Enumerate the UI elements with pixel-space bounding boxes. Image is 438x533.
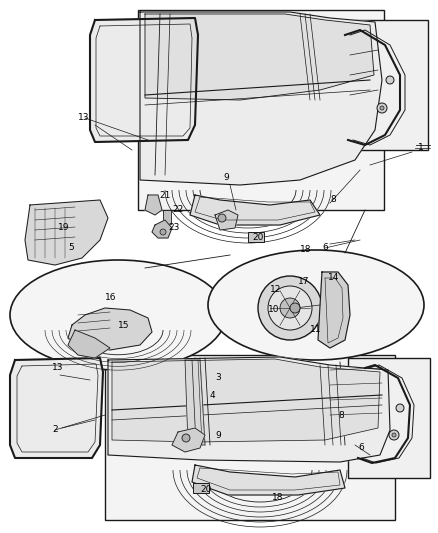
Polygon shape [152,220,172,238]
Circle shape [386,76,394,84]
Text: 16: 16 [105,294,117,303]
Bar [348,358,430,478]
Text: 21: 21 [159,190,170,199]
Circle shape [377,103,387,113]
Text: 18: 18 [300,246,311,254]
Circle shape [290,303,300,313]
Text: 1: 1 [418,143,424,152]
Circle shape [268,286,312,330]
Text: 13: 13 [52,364,64,373]
Polygon shape [140,12,382,185]
Polygon shape [108,357,390,462]
Polygon shape [145,195,162,215]
Circle shape [182,434,190,442]
Text: 3: 3 [215,374,221,383]
Text: 18: 18 [272,494,283,503]
Polygon shape [112,359,380,442]
Polygon shape [145,14,374,100]
Text: 11: 11 [310,326,321,335]
Circle shape [218,214,226,222]
Text: 15: 15 [118,320,130,329]
Polygon shape [185,360,205,445]
Text: 8: 8 [338,410,344,419]
Circle shape [389,430,399,440]
Polygon shape [192,465,345,495]
Polygon shape [68,308,152,350]
Text: 8: 8 [330,196,336,205]
Text: 19: 19 [58,223,70,232]
Ellipse shape [208,250,424,360]
Text: 13: 13 [78,114,89,123]
Text: 17: 17 [298,278,310,287]
Ellipse shape [10,260,226,370]
Circle shape [380,106,384,110]
Bar [105,355,395,520]
Text: 6: 6 [358,443,364,453]
Text: 9: 9 [223,174,229,182]
Text: 4: 4 [210,391,215,400]
Polygon shape [25,200,108,265]
Text: 2: 2 [52,425,58,434]
Circle shape [160,229,166,235]
Polygon shape [215,210,238,230]
Text: 10: 10 [268,305,279,314]
Text: 5: 5 [68,244,74,253]
Circle shape [258,276,322,340]
Text: 23: 23 [168,223,180,232]
Polygon shape [172,428,205,452]
Text: 12: 12 [270,286,281,295]
Circle shape [392,433,396,437]
Text: 6: 6 [322,244,328,253]
Polygon shape [318,272,350,348]
Bar [248,232,264,242]
Text: 20: 20 [252,233,263,243]
Polygon shape [90,18,198,142]
Bar [163,210,171,224]
Bar [318,20,428,150]
Text: 20: 20 [200,486,212,495]
Polygon shape [68,330,110,358]
Circle shape [280,298,300,318]
Polygon shape [190,195,320,225]
Bar [138,10,384,210]
Bar [193,483,209,493]
Circle shape [396,404,404,412]
Polygon shape [10,358,103,458]
Text: 22: 22 [172,206,183,214]
Text: 9: 9 [215,431,221,440]
Text: 14: 14 [328,273,339,282]
